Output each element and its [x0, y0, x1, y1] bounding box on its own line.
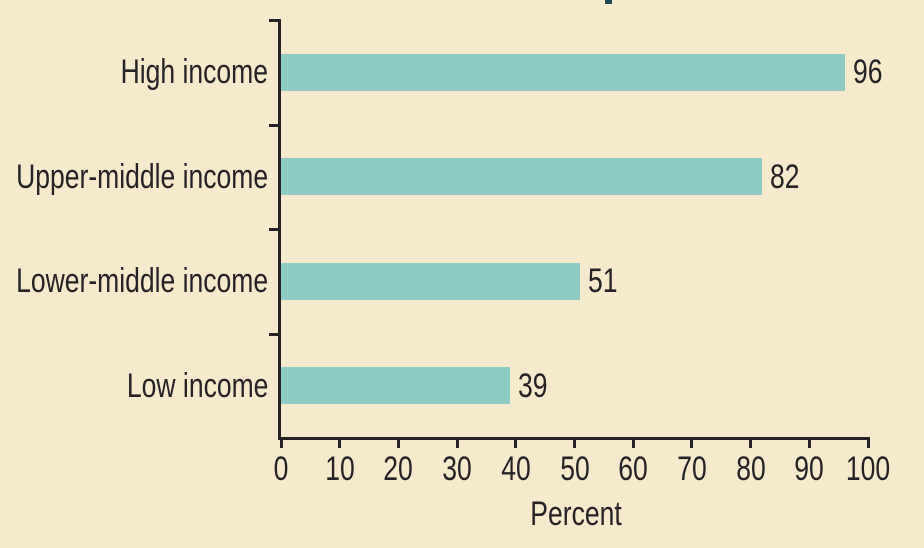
x-tick-label: 70 — [677, 450, 707, 488]
value-label: 51 — [588, 262, 618, 301]
x-tick-label: 100 — [845, 450, 891, 488]
x-tick — [866, 440, 870, 448]
x-tick-label: 50 — [559, 450, 590, 488]
x-tick — [690, 440, 694, 448]
x-tick — [631, 440, 635, 448]
category-label: Lower-middle income — [15, 262, 268, 301]
value-label: 82 — [770, 157, 800, 196]
x-tick — [455, 440, 459, 448]
bar — [281, 262, 581, 300]
x-tick — [749, 440, 753, 448]
x-tick-label: 0 — [273, 450, 289, 488]
value-label: 39 — [517, 366, 548, 405]
x-axis-title: Percent — [530, 495, 622, 533]
x-tick-label: 90 — [794, 450, 825, 488]
category-label: Low income — [126, 366, 268, 405]
x-tick-label: 80 — [735, 450, 766, 488]
x-tick — [514, 440, 518, 448]
category-label: High income — [120, 53, 268, 92]
x-tick — [279, 440, 283, 448]
x-tick-label: 30 — [442, 450, 472, 488]
bar — [281, 158, 763, 196]
x-axis-line — [278, 437, 870, 440]
bar — [281, 367, 510, 405]
bar — [281, 53, 845, 91]
y-tick — [269, 19, 278, 22]
x-tick — [338, 440, 342, 448]
y-tick — [269, 332, 278, 336]
x-tick-label: 40 — [501, 450, 531, 488]
x-tick-label: 60 — [618, 450, 648, 488]
x-tick-label: 20 — [383, 450, 414, 488]
x-tick — [396, 440, 400, 448]
x-tick — [573, 440, 576, 448]
cropped-title-fragment — [605, 0, 612, 4]
y-axis-line — [278, 19, 281, 440]
category-label: Upper-middle income — [15, 157, 268, 196]
y-tick — [269, 228, 278, 231]
y-tick — [269, 123, 278, 127]
value-label: 96 — [852, 53, 883, 92]
x-tick — [807, 440, 811, 448]
x-tick-label: 10 — [324, 450, 355, 488]
